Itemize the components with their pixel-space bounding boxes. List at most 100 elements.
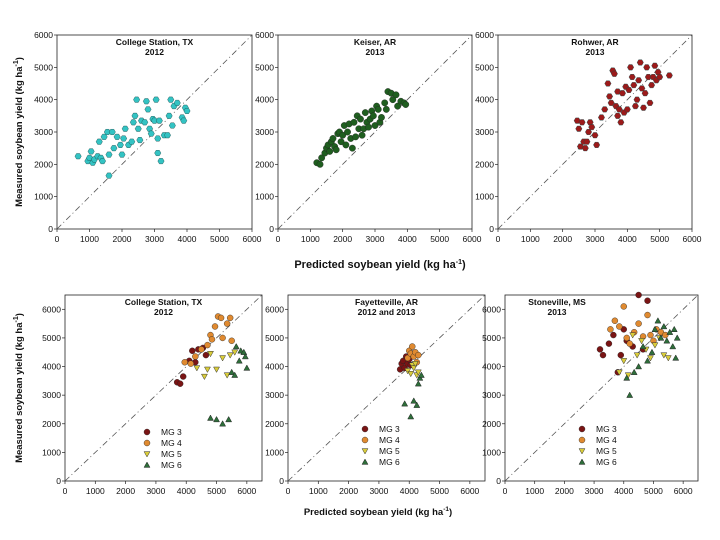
data-point [629,332,637,339]
data-point [593,141,601,148]
data-point [644,311,651,319]
data-point [157,158,165,165]
series-mg-4 [607,303,669,347]
legend-label: MG 4 [596,435,617,445]
x-tick-label: 2000 [553,234,572,244]
data-point [407,371,415,378]
data-point [414,369,422,376]
data-point [348,144,356,152]
x-tick-label: 2000 [339,486,358,496]
data-point [365,123,372,131]
data-point [136,137,144,144]
y-tick-label: 6000 [34,30,53,40]
legend-label: MG 6 [161,460,182,470]
data-point [144,106,152,113]
y-tick-label: 1000 [475,192,494,202]
data-point [228,368,236,375]
legend-marker [578,436,586,444]
data-point [591,132,599,139]
legend-label: MG 5 [161,449,182,459]
data-point [316,160,324,168]
data-point [626,340,633,347]
data-point [616,323,623,330]
data-point [179,373,187,380]
data-point [394,102,402,110]
data-point [644,74,652,81]
x-tick-label: 4000 [614,486,633,496]
data-point [410,397,418,404]
data-point [662,331,669,339]
data-point [635,77,643,84]
data-point [204,366,211,373]
legend-marker [578,425,586,433]
data-point [99,158,106,165]
x-tick-label: 0 [496,234,501,244]
y-tick-label: 3000 [42,390,61,400]
x-tick-label: 5000 [430,486,449,496]
panel-3: 0 1000 2000 3000 4000 5000 6000 0 1000 2000 3000 40… [475,30,702,244]
x-tick-label: 4000 [618,234,637,244]
data-point [378,114,385,121]
x-tick-label: 6000 [683,234,702,244]
x-tick-label: 2000 [116,486,135,496]
data-point [607,326,614,333]
legend-label: MG 3 [161,427,182,437]
y-tick-label: 0 [56,476,61,486]
panel-subtitle: 2012 and 2013 [358,307,416,317]
data-point [648,82,656,89]
data-point [657,334,665,341]
data-point [155,117,163,124]
y-tick-label: 6000 [255,30,274,40]
x-tick-label: 0 [276,234,281,244]
one-to-one-line [497,34,693,230]
y-tick-label: 6000 [265,304,284,314]
data-point [635,363,643,370]
y-tick-label: 0 [489,224,494,234]
x-tick-label: 4000 [398,234,417,244]
x-tick-label: 6000 [463,234,482,244]
data-point [411,361,419,368]
x-tick-label: 5000 [650,234,669,244]
x-tick-label: 5000 [430,234,449,244]
data-point [647,331,654,339]
data-point [329,135,337,142]
data-point [583,138,591,145]
data-point [332,146,340,154]
y-tick-label: 0 [48,224,53,234]
data-point [631,103,639,110]
data-point [596,346,604,353]
y-tick-label: 5000 [42,333,61,343]
data-point [318,154,326,162]
data-point [128,138,136,145]
panel-title: Stoneville, MS [528,297,586,307]
data-point [369,112,377,120]
data-point [105,151,113,158]
data-point [673,334,681,341]
data-point [402,101,410,108]
data-point [599,351,607,359]
bottom-x-axis-label: Predicted soybean yield (kg ha-1) [304,506,452,518]
series-keiser-2013 [313,88,410,168]
series-mg-6 [623,317,681,398]
y-tick-label: 5000 [34,62,53,72]
bottom-y-axis-label: Measured soybean yield (kg ha-1) [13,313,25,463]
data-point [648,348,656,355]
data-point [644,297,651,304]
data-point [225,415,233,423]
data-point [326,147,334,155]
data-point [389,96,397,104]
data-point [213,366,220,373]
x-tick-label: 3000 [366,234,385,244]
data-point [374,105,382,113]
panel-title: Keiser, AR [354,37,396,47]
data-point [651,62,659,69]
y-tick-label: 4000 [265,362,284,372]
data-point [617,351,624,359]
y-tick-label: 6000 [482,304,501,314]
x-tick-label: 2000 [555,486,574,496]
data-point [235,357,243,364]
y-tick-label: 1000 [34,192,53,202]
data-point [108,129,116,135]
series-mg-6 [207,342,251,427]
data-point [231,371,239,378]
